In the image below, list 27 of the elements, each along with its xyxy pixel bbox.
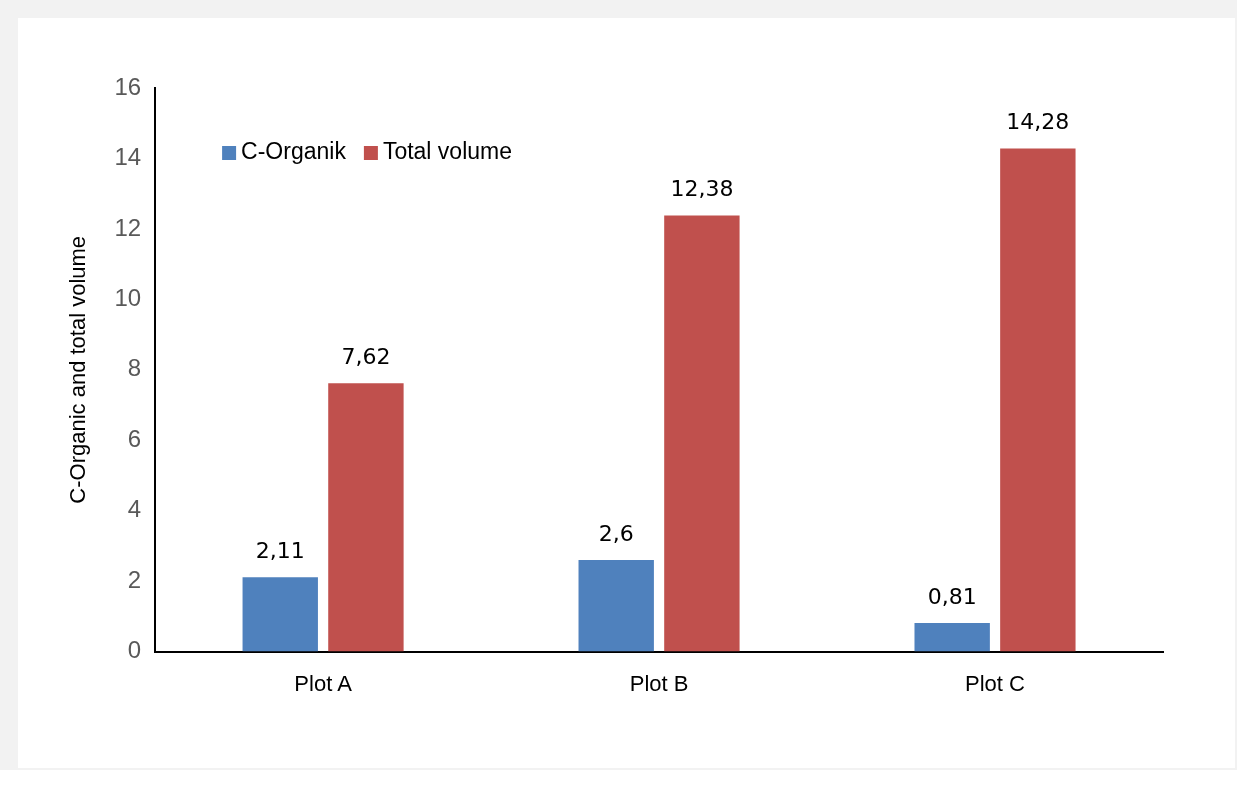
y-tick-label: 6 <box>127 424 142 452</box>
data-label: 14,28 <box>1006 109 1070 135</box>
y-tick-label: 0 <box>127 636 142 664</box>
y-tick-label: 16 <box>114 72 142 100</box>
bar <box>242 577 318 652</box>
data-label: 2,6 <box>598 520 634 546</box>
legend-label: Total volume <box>382 138 513 165</box>
y-tick-label: 4 <box>127 495 142 523</box>
x-tick-label: Plot B <box>629 670 689 696</box>
data-label: 0,81 <box>927 583 977 609</box>
x-tick-label: Plot C <box>965 670 1026 696</box>
legend-label: C-Organik <box>241 138 347 165</box>
data-label: 2,11 <box>255 537 305 563</box>
y-tick-label: 8 <box>127 354 142 382</box>
y-tick-label: 2 <box>127 565 142 593</box>
y-tick-label: 12 <box>114 213 142 241</box>
y-axis-title: C-Organic and total volume <box>65 235 91 504</box>
bar <box>664 215 740 652</box>
x-tick-label: Plot A <box>294 670 353 696</box>
data-label: 7,62 <box>341 343 391 369</box>
data-label: 12,38 <box>670 176 734 202</box>
y-tick-label: 14 <box>114 143 142 171</box>
bar <box>328 383 404 652</box>
y-tick-label: 10 <box>114 283 142 311</box>
bar <box>578 560 654 652</box>
bar <box>914 623 990 652</box>
bar <box>1000 148 1076 652</box>
